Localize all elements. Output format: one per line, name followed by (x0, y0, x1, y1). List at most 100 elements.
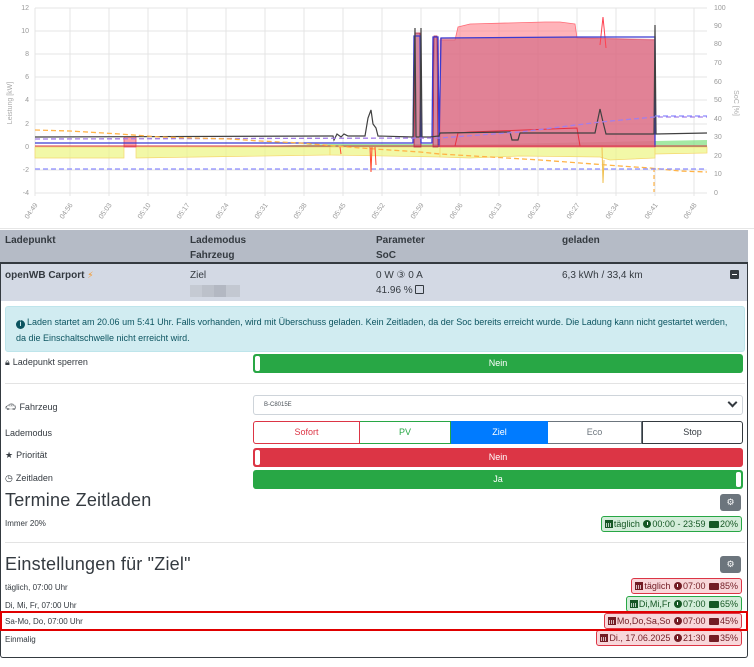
svg-text:60: 60 (714, 79, 722, 86)
ziel-title: Einstellungen für "Ziel" (5, 554, 191, 574)
termine-item-label: Immer 20% (5, 519, 46, 528)
chargepoint-name: openWB Carport ⚡ (5, 270, 94, 281)
ziel-item-badge[interactable]: Mo,Do,Sa,So 07:00 45% (603, 613, 742, 629)
gears-icon: ⚙ (726, 497, 735, 507)
mode-ziel-button[interactable]: Ziel (451, 421, 548, 444)
soc-value-wrap: 41.96 % (376, 283, 425, 298)
toggle-knob[interactable] (255, 356, 260, 371)
mode-pv-button[interactable]: PV (360, 421, 451, 444)
clock-icon: ◷ (5, 473, 13, 483)
soc-value: 41.96 % (376, 285, 413, 296)
plug-icon: ⚡ (87, 270, 94, 280)
chargepoint-table-header: Ladepunkt Lademodus Fahrzeug Parameter S… (0, 230, 748, 264)
power-chart: 12 10 8 6 4 2 0 -2 -4 Leistung [kW] 100 … (0, 0, 754, 229)
info-alert: i Laden startet am 20.06 um 5:41 Uhr. Fal… (5, 306, 745, 352)
svg-text:100: 100 (714, 5, 726, 12)
chargepoint-row[interactable]: openWB Carport ⚡ Ziel 0 W ③ 0 A 41.96 % … (0, 264, 748, 301)
calendar-icon (600, 634, 609, 642)
svg-text:10: 10 (714, 171, 722, 178)
svg-text:Leistung [kW]: Leistung [kW] (7, 82, 14, 124)
clock-icon (673, 582, 682, 590)
clock-icon (673, 634, 682, 642)
car-battery-icon (708, 583, 719, 590)
chargemode-button-group: Sofort PV Ziel Eco Stop (253, 421, 743, 444)
svg-text:0: 0 (714, 190, 718, 197)
svg-text:10: 10 (21, 28, 29, 35)
car-battery-icon (708, 521, 719, 528)
svg-text:20: 20 (714, 153, 722, 160)
svg-text:05:38: 05:38 (293, 202, 309, 220)
star-icon: ★ (5, 450, 14, 460)
highlighted-row-outline (0, 611, 748, 631)
svg-text:-4: -4 (23, 190, 29, 197)
svg-text:06:27: 06:27 (566, 202, 582, 220)
ziel-item-label: Sa-Mo, Do, 07:00 Uhr (5, 617, 83, 626)
car-battery-icon (708, 635, 719, 642)
svg-text:6: 6 (25, 74, 29, 81)
mode-eco-button[interactable]: Eco (548, 421, 642, 444)
power-current-value: 0 W ③ 0 A (376, 270, 423, 281)
edit-icon[interactable] (415, 285, 425, 294)
gears-icon: ⚙ (726, 559, 735, 569)
svg-text:05:24: 05:24 (215, 202, 231, 220)
car-battery-icon (708, 601, 719, 608)
ziel-item-badge[interactable]: Di,Mi,Fr 07:00 65% (625, 596, 742, 612)
mode-stop-button[interactable]: Stop (642, 421, 743, 444)
svg-text:80: 80 (714, 41, 722, 48)
clock-icon (673, 600, 682, 608)
ziel-settings-button[interactable]: ⚙ (720, 556, 741, 573)
svg-text:2: 2 (25, 121, 29, 128)
clock-icon (673, 617, 682, 625)
svg-text:-2: -2 (23, 167, 29, 174)
svg-text:30: 30 (714, 134, 722, 141)
vehicle-name-blurred (190, 284, 240, 299)
svg-text:06:13: 06:13 (488, 202, 504, 220)
svg-text:4: 4 (25, 97, 29, 104)
termine-title: Termine Zeitladen (5, 490, 152, 510)
svg-text:05:17: 05:17 (176, 202, 192, 220)
chargemode-label: Lademodus (5, 428, 53, 438)
timecharge-label: ◷ Zeitladen (5, 473, 53, 483)
calendar-icon (607, 617, 616, 625)
svg-text:06:34: 06:34 (605, 202, 621, 220)
toggle-knob[interactable] (255, 450, 260, 465)
ziel-item-badge[interactable]: täglich 07:00 85% (631, 578, 742, 594)
termine-settings-button[interactable]: ⚙ (720, 494, 741, 511)
collapse-icon[interactable] (730, 270, 739, 279)
calendar-icon (635, 582, 644, 590)
calendar-icon (629, 600, 638, 608)
termine-item-badge[interactable]: täglich 00:00 - 23:59 20% (600, 516, 742, 532)
svg-text:05:59: 05:59 (410, 202, 426, 220)
header-fahrzeug: Fahrzeug (190, 250, 235, 261)
clock-icon (643, 520, 652, 528)
timecharge-toggle[interactable]: Ja (253, 470, 743, 489)
svg-text:70: 70 (714, 60, 722, 67)
chargepoint-details: i Laden startet am 20.06 um 5:41 Uhr. Fal… (0, 301, 748, 658)
divider (5, 542, 745, 543)
lock-toggle[interactable]: Nein (253, 354, 743, 373)
lock-label: 🔒︎ Ladepunkt sperren (5, 357, 88, 367)
svg-text:05:45: 05:45 (332, 202, 348, 220)
calendar-icon (604, 520, 613, 528)
vehicle-select[interactable]: B-C8015E (253, 395, 743, 415)
vehicle-label: 🚗︎ Fahrzeug (5, 402, 58, 412)
lock-icon: 🔒︎ (5, 357, 10, 367)
header-ladepunkt: Ladepunkt (5, 235, 56, 246)
svg-text:90: 90 (714, 23, 722, 30)
chart-svg: 12 10 8 6 4 2 0 -2 -4 Leistung [kW] 100 … (7, 5, 739, 221)
priority-toggle[interactable]: Nein (253, 448, 743, 467)
svg-text:05:03: 05:03 (98, 202, 114, 220)
ziel-item-badge[interactable]: Di., 17.06.2025 21:30 35% (596, 630, 742, 646)
svg-text:06:06: 06:06 (449, 202, 465, 220)
chevron-down-icon[interactable] (727, 397, 738, 408)
toggle-knob[interactable] (736, 472, 741, 487)
svg-text:04:56: 04:56 (59, 202, 75, 220)
mode-sofort-button[interactable]: Sofort (253, 421, 360, 444)
header-parameter: Parameter (376, 235, 425, 246)
ziel-item-label: täglich, 07:00 Uhr (5, 583, 68, 592)
header-lademodus: Lademodus (190, 235, 247, 246)
svg-text:05:52: 05:52 (371, 202, 387, 220)
svg-text:40: 40 (714, 116, 722, 123)
svg-text:06:41: 06:41 (644, 202, 660, 220)
car-battery-icon (708, 618, 719, 625)
